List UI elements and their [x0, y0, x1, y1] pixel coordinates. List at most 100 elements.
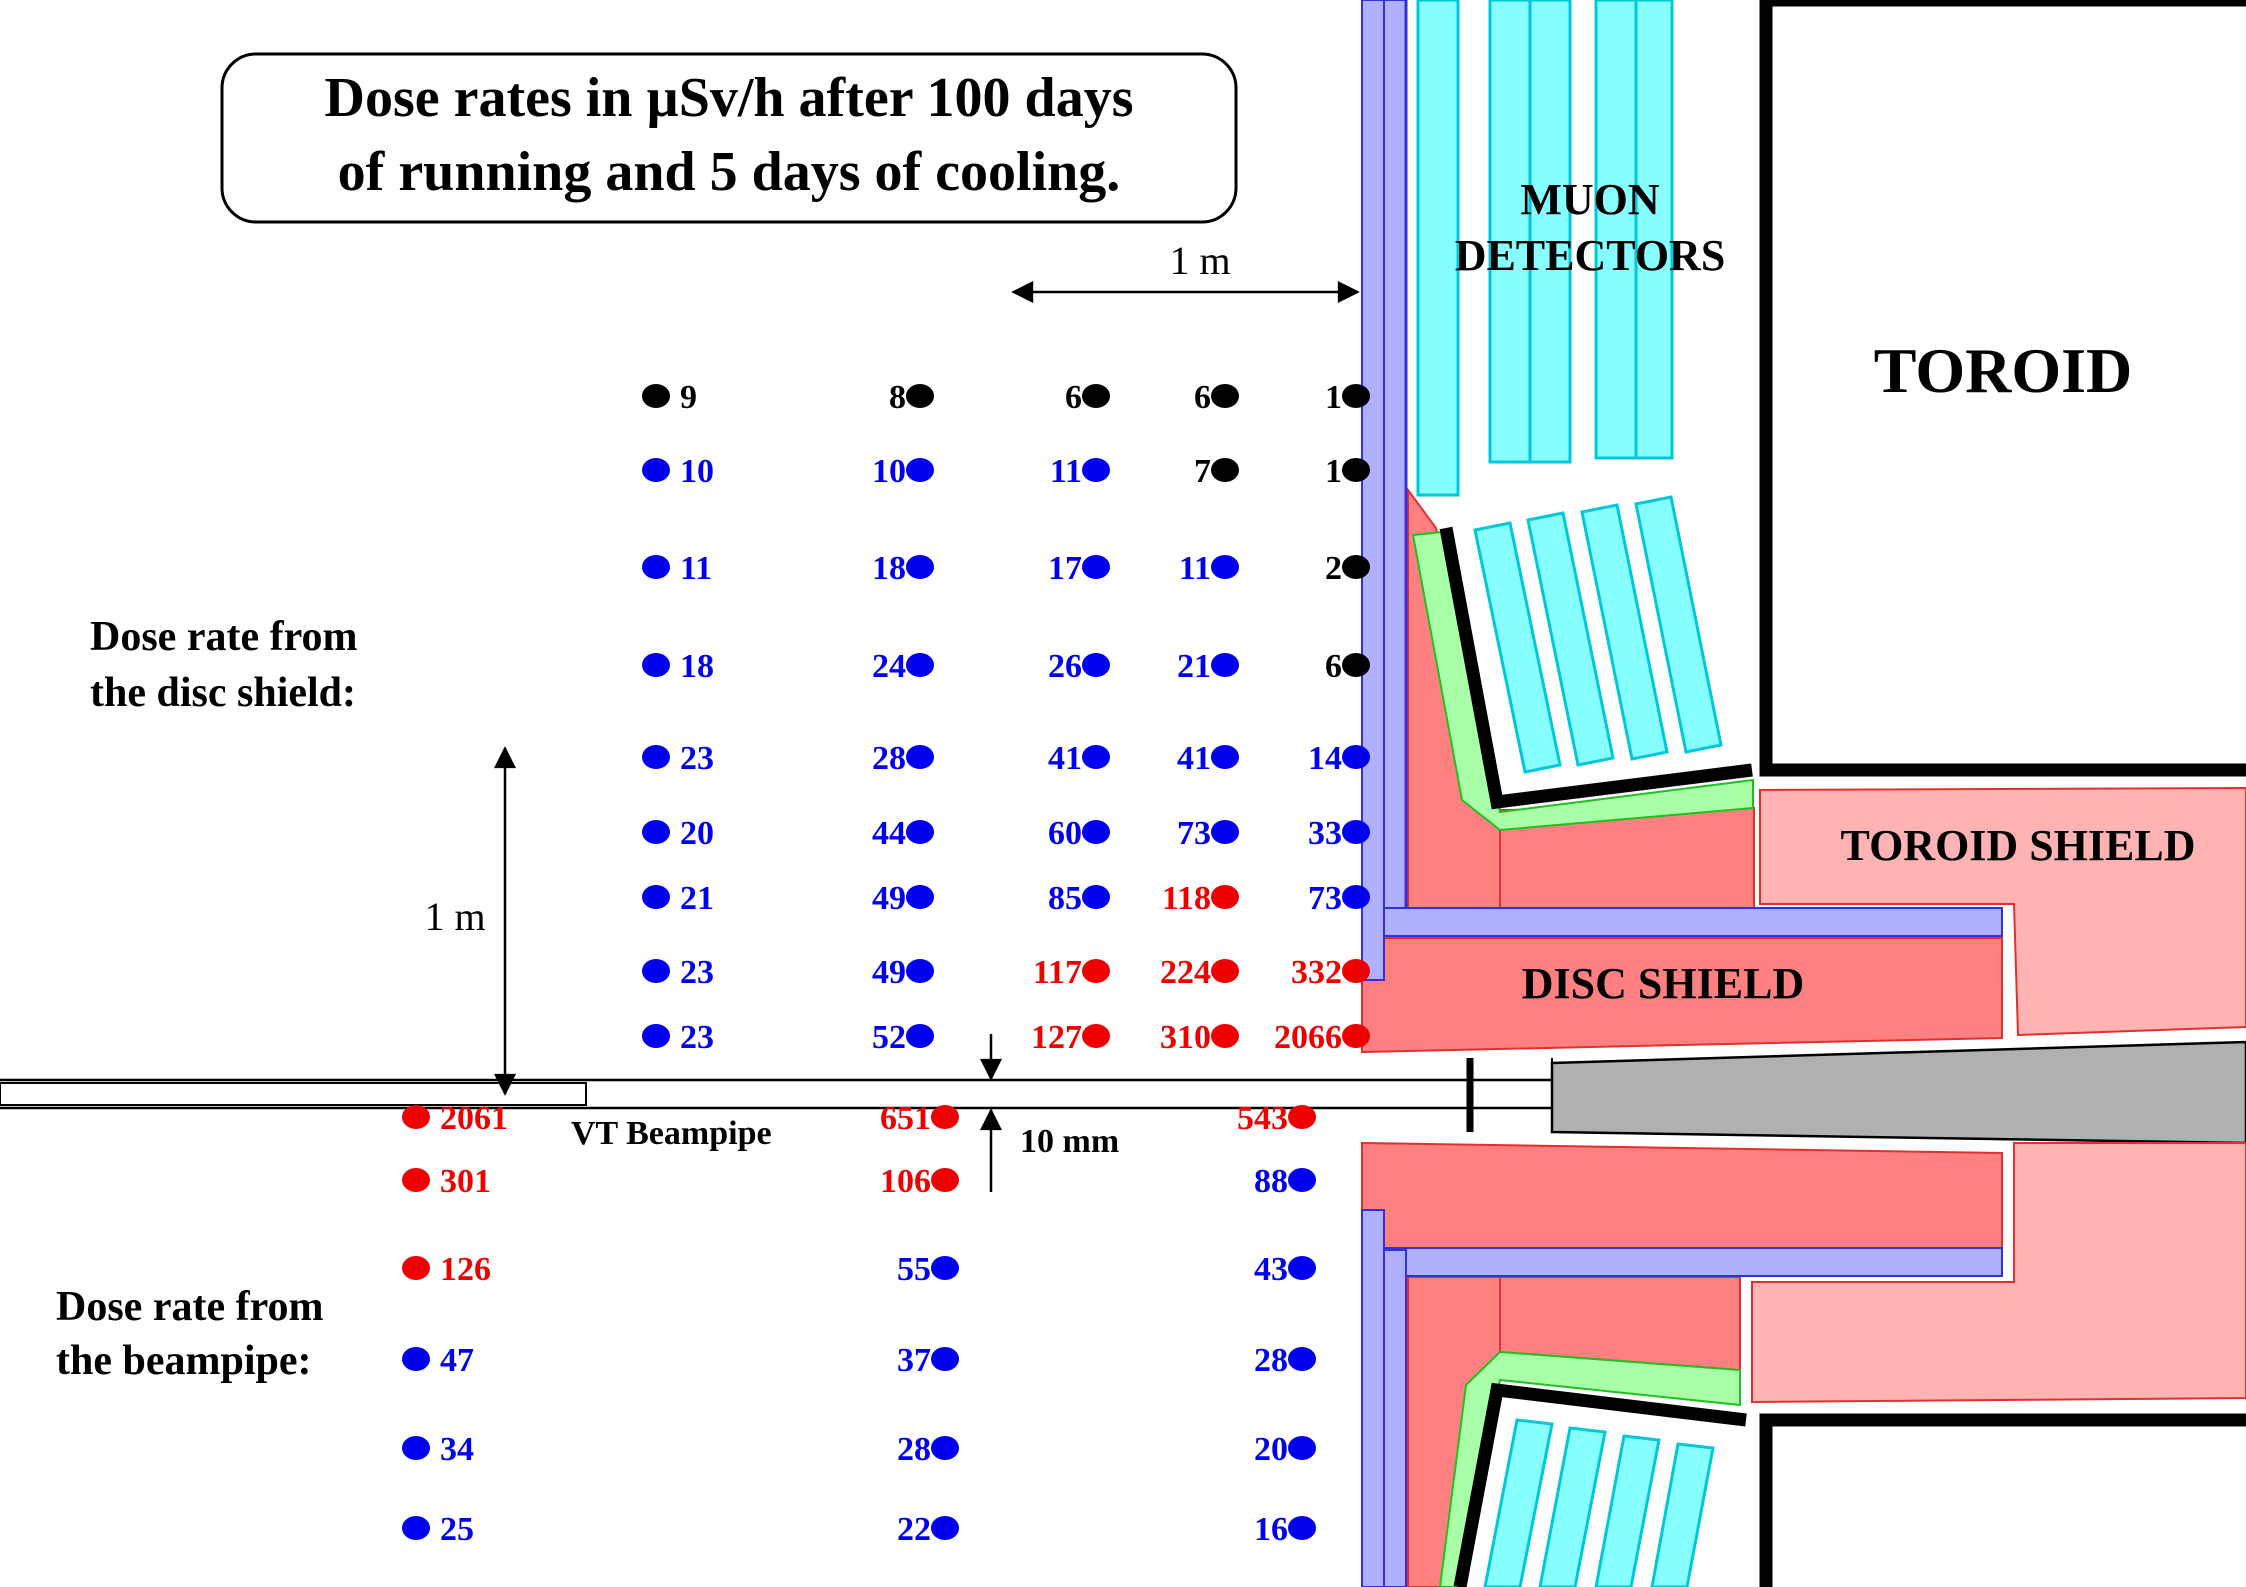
disc-dose-dot	[642, 885, 670, 909]
disc-dose-dot	[642, 959, 670, 983]
disc-dose-value: 7	[1194, 453, 1211, 490]
disc-dose-value: 10	[680, 453, 714, 490]
toroid-box-upper	[1759, 0, 2246, 777]
beam-dose-dot	[402, 1436, 430, 1460]
beam-dose-value: 301	[440, 1163, 491, 1200]
beam-dose-value: 2061	[440, 1100, 508, 1137]
beam-dose-dot	[402, 1105, 430, 1129]
beampipe-dose-points: 2061 651 543 301 106 88 126 55 43 47 37 28 34 28 20 25 2…	[402, 1100, 1316, 1548]
disc-dose-dot	[906, 745, 934, 769]
beam-dose-dot	[1288, 1516, 1316, 1540]
disc-dose-dot	[1082, 745, 1110, 769]
disc-dose-value: 85	[1048, 880, 1082, 917]
disc-shield-label: DISC SHIELD	[1522, 959, 1804, 1008]
disc-dose-value: 118	[1162, 880, 1211, 917]
beam-dose-value: 651	[880, 1100, 931, 1137]
disc-dose-dot	[1082, 959, 1110, 983]
detector-geometry-upper	[1361, 0, 2246, 1054]
disc-dose-dot	[1082, 820, 1110, 844]
muon-detectors-label-line1: MUON	[1520, 175, 1660, 224]
black-plate-lower	[1453, 1382, 1747, 1587]
gap-label: 10 mm	[1020, 1123, 1119, 1160]
beam-dose-value: 106	[880, 1163, 931, 1200]
beampipe-geometry	[0, 1040, 2246, 1145]
toroid-shield-label: TOROID SHIELD	[1841, 821, 2196, 870]
beampipe-cone	[1550, 1040, 2246, 1145]
beam-dose-value: 28	[1254, 1342, 1288, 1379]
beam-dose-dot	[1288, 1105, 1316, 1129]
disc-dose-dot	[1211, 820, 1239, 844]
disc-dose-dot	[642, 1024, 670, 1048]
disc-dose-dot	[1342, 820, 1370, 844]
disc-dose-dot	[1342, 885, 1370, 909]
disc-dose-value: 21	[1177, 648, 1211, 685]
beam-dose-dot	[1288, 1436, 1316, 1460]
disc-dose-value: 17	[1048, 550, 1082, 587]
disc-dose-value: 10	[872, 453, 906, 490]
title-line2: of running and 5 days of cooling.	[338, 141, 1121, 203]
beam-dose-dot	[1288, 1347, 1316, 1371]
disc-dose-value: 21	[680, 880, 714, 917]
beam-dose-dot	[402, 1347, 430, 1371]
disc-dose-dot	[1211, 745, 1239, 769]
disc-dose-dot	[1342, 959, 1370, 983]
disc-section-label-line1: Dose rate from	[90, 614, 357, 660]
disc-dose-value: 127	[1031, 1019, 1082, 1056]
disc-dose-dot	[642, 458, 670, 482]
disc-section-label-line2: the disc shield:	[90, 670, 356, 716]
disc-dose-value: 2	[1325, 550, 1342, 587]
beam-dose-dot	[931, 1256, 959, 1280]
muon-chambers-tilted	[1473, 495, 1723, 774]
beam-dose-dot	[931, 1105, 959, 1129]
beam-dose-value: 25	[440, 1511, 474, 1548]
disc-dose-value: 6	[1065, 379, 1082, 416]
disc-dose-value: 224	[1160, 954, 1211, 991]
disc-dose-dot	[1211, 1024, 1239, 1048]
disc-dose-value: 20	[680, 815, 714, 852]
toroid-box-lower	[1759, 1413, 2246, 1587]
beam-dose-value: 22	[897, 1511, 931, 1548]
beam-dose-value: 543	[1237, 1100, 1288, 1137]
disc-dose-value: 23	[680, 954, 714, 991]
disc-dose-value: 11	[1179, 550, 1211, 587]
disc-dose-dot	[1342, 745, 1370, 769]
disc-dose-value: 41	[1048, 740, 1082, 777]
disc-dose-dot	[1082, 885, 1110, 909]
disc-dose-value: 310	[1160, 1019, 1211, 1056]
disc-dose-value: 2066	[1274, 1019, 1342, 1056]
disc-dose-dot	[642, 653, 670, 677]
disc-dose-value: 60	[1048, 815, 1082, 852]
beam-dose-value: 16	[1254, 1511, 1288, 1548]
disc-dose-value: 23	[680, 1019, 714, 1056]
title-box	[220, 52, 1238, 224]
muon-detectors-label-line2: DETECTORS	[1455, 231, 1726, 280]
beam-dose-dot	[1288, 1168, 1316, 1192]
blue-wall-inner-upper	[1383, 0, 1407, 909]
black-plate-upper	[1439, 526, 1753, 810]
disc-dose-dot	[1342, 555, 1370, 579]
beam-dose-dot	[402, 1516, 430, 1540]
disc-shield-body-lower	[1361, 1141, 2003, 1249]
disc-dose-dot	[906, 885, 934, 909]
disc-dose-dot	[1211, 458, 1239, 482]
blue-wall-outer-lower	[1361, 1209, 1385, 1587]
disc-dose-dot	[1082, 555, 1110, 579]
disc-dose-value: 28	[872, 740, 906, 777]
disc-dose-value: 6	[1325, 648, 1342, 685]
disc-dose-value: 26	[1048, 648, 1082, 685]
disc-dose-value: 9	[680, 379, 697, 416]
disc-dose-dot	[1211, 959, 1239, 983]
disc-dose-dot	[1082, 653, 1110, 677]
disc-dose-dot	[906, 959, 934, 983]
beampipe-label: VT Beampipe	[571, 1115, 772, 1152]
disc-shield-body	[1361, 937, 2003, 1054]
disc-dose-dot	[1211, 653, 1239, 677]
disc-dose-value: 49	[872, 880, 906, 917]
beam-dose-value: 47	[440, 1342, 474, 1379]
disc-dose-dot	[642, 384, 670, 408]
disc-dose-value: 52	[872, 1019, 906, 1056]
disc-dose-value: 73	[1308, 880, 1342, 917]
beam-dose-value: 88	[1254, 1163, 1288, 1200]
disc-dose-dot	[1211, 555, 1239, 579]
